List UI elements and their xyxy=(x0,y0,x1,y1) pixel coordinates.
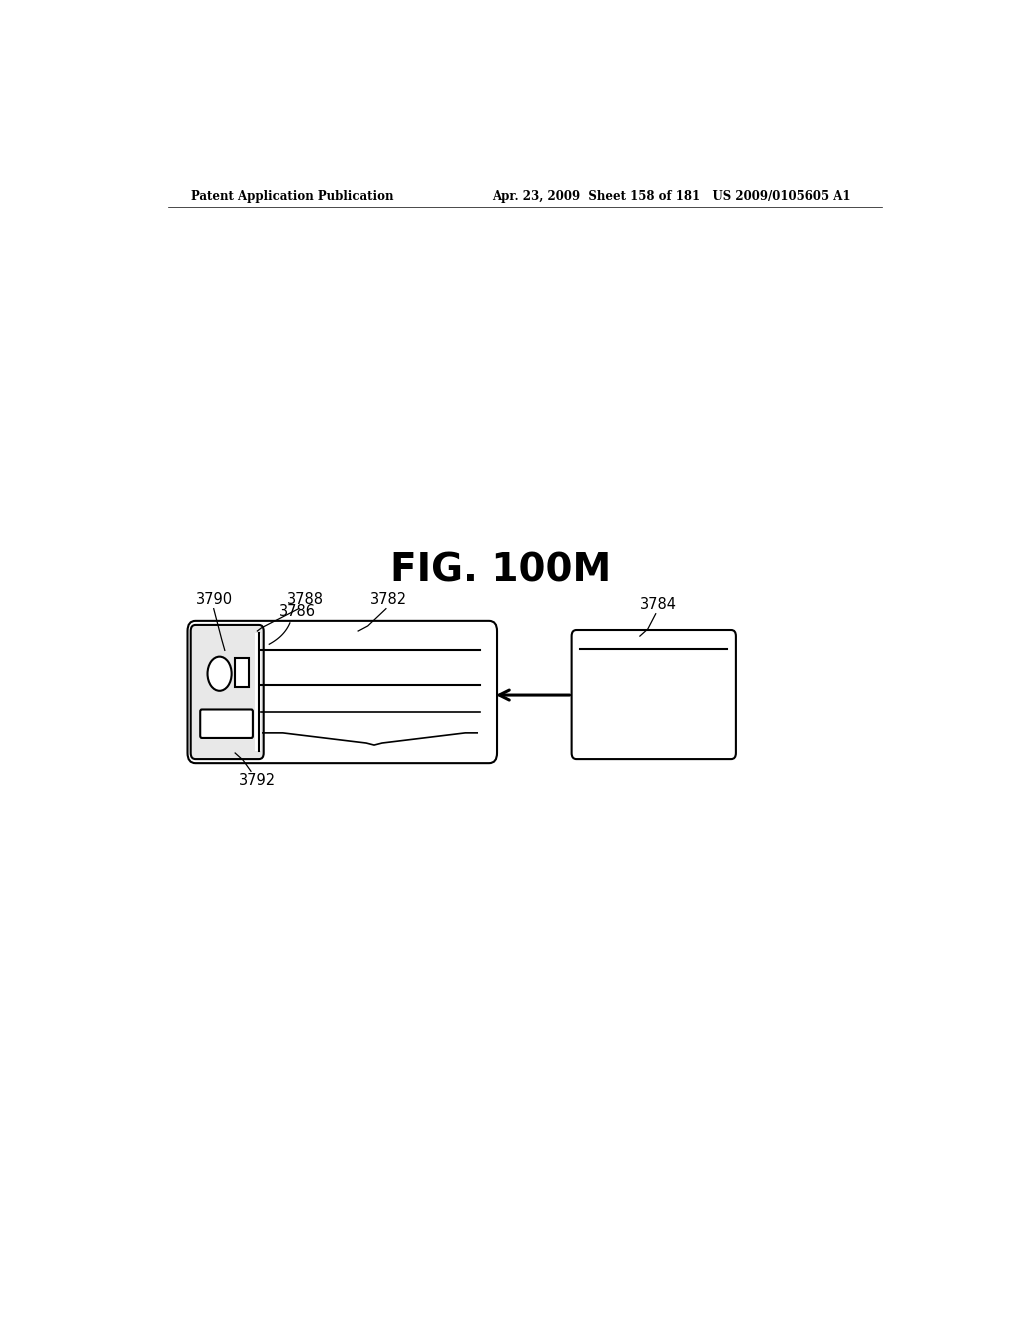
FancyBboxPatch shape xyxy=(190,624,264,759)
Text: Apr. 23, 2009  Sheet 158 of 181   US 2009/0105605 A1: Apr. 23, 2009 Sheet 158 of 181 US 2009/0… xyxy=(492,190,850,202)
Text: 3786: 3786 xyxy=(279,603,315,619)
Text: 3790: 3790 xyxy=(197,591,233,607)
FancyBboxPatch shape xyxy=(571,630,736,759)
Text: FIG. 100M: FIG. 100M xyxy=(390,550,611,589)
Text: Patent Application Publication: Patent Application Publication xyxy=(191,190,394,202)
Ellipse shape xyxy=(208,656,231,690)
Bar xyxy=(236,659,249,688)
FancyBboxPatch shape xyxy=(201,709,253,738)
Text: 3792: 3792 xyxy=(240,774,276,788)
Text: 3784: 3784 xyxy=(640,597,677,611)
Text: 3788: 3788 xyxy=(287,591,324,607)
Bar xyxy=(255,634,261,751)
FancyBboxPatch shape xyxy=(187,620,497,763)
Text: 3782: 3782 xyxy=(370,591,408,607)
